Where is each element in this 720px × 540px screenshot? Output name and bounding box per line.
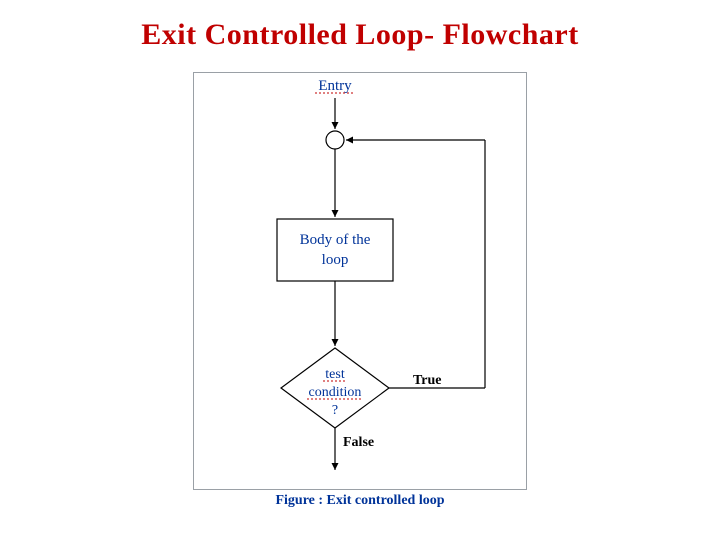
page-title: Exit Controlled Loop- Flowchart xyxy=(0,18,720,52)
decision-label-line2: condition xyxy=(309,385,362,400)
flowchart-container: Entry Body of the loop test condition ? … xyxy=(185,72,535,518)
body-label-line2: loop xyxy=(322,252,349,268)
decision-label-line3: ? xyxy=(332,403,338,418)
entry-label: Entry xyxy=(318,78,352,94)
decision-label-line1: test xyxy=(325,367,345,382)
body-node xyxy=(277,219,393,281)
false-label: False xyxy=(343,435,374,450)
body-label-line1: Body of the xyxy=(300,232,371,248)
flowchart-svg: Entry Body of the loop test condition ? … xyxy=(185,72,535,518)
true-label: True xyxy=(413,373,442,388)
connector-node xyxy=(326,131,344,149)
figure-caption: Figure : Exit controlled loop xyxy=(275,493,444,508)
